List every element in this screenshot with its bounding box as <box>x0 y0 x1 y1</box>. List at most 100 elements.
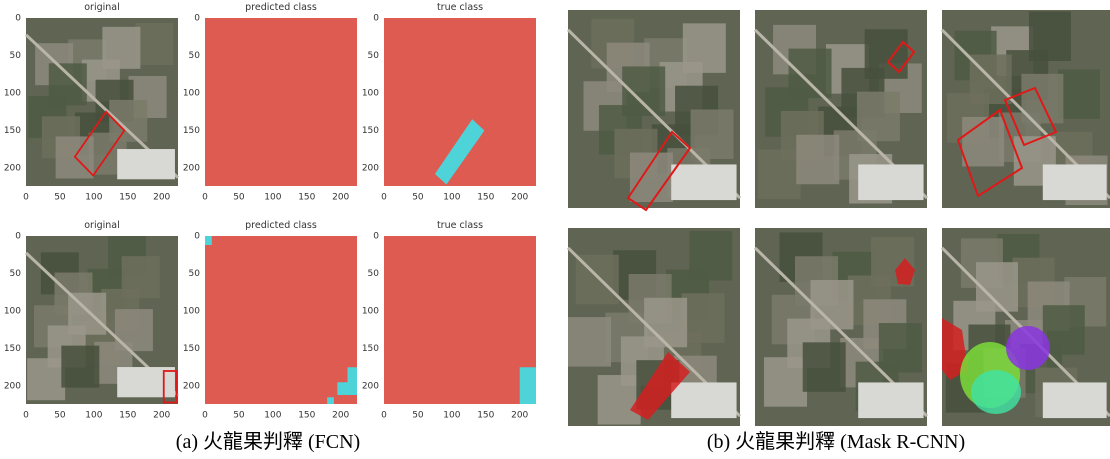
x-tick-label: 200 <box>332 193 349 203</box>
x-tick-label: 50 <box>233 193 245 203</box>
y-tick-label: 50 <box>10 51 22 61</box>
field <box>568 317 611 367</box>
x-tick-label: 100 <box>443 411 460 421</box>
buildings <box>1043 382 1107 418</box>
y-tick-label: 200 <box>4 164 21 174</box>
x-tick-label: 50 <box>54 193 66 203</box>
buildings <box>858 164 923 200</box>
class-region <box>337 382 357 395</box>
y-tick-label: 150 <box>362 126 379 136</box>
class-map <box>205 18 357 186</box>
buildings <box>858 382 923 418</box>
field <box>962 117 1004 167</box>
x-tick-label: 150 <box>298 193 315 203</box>
y-tick-label: 100 <box>362 307 379 317</box>
aerial-image <box>568 10 740 208</box>
x-tick-label: 150 <box>477 193 494 203</box>
class-region <box>327 397 334 404</box>
x-tick-label: 100 <box>443 193 460 203</box>
x-tick-label: 200 <box>511 193 528 203</box>
y-tick-label: 200 <box>362 382 379 392</box>
x-tick-label: 100 <box>264 411 281 421</box>
x-tick-label: 0 <box>381 411 387 421</box>
buildings <box>117 149 175 179</box>
buildings <box>1043 164 1107 200</box>
y-tick-label: 100 <box>183 89 200 99</box>
y-tick-label: 50 <box>189 269 201 279</box>
field <box>796 135 839 185</box>
y-tick-label: 150 <box>4 344 21 354</box>
x-tick-label: 50 <box>233 411 245 421</box>
field <box>102 27 140 69</box>
x-tick-label: 50 <box>412 193 424 203</box>
field <box>1058 69 1100 119</box>
y-tick-label: 150 <box>183 344 200 354</box>
x-tick-label: 0 <box>202 193 208 203</box>
field <box>122 256 160 298</box>
y-tick-label: 100 <box>4 307 21 317</box>
y-tick-label: 50 <box>189 51 201 61</box>
x-tick-label: 200 <box>153 411 170 421</box>
field <box>644 298 687 348</box>
panel-title: original <box>84 2 120 13</box>
x-tick-label: 50 <box>412 411 424 421</box>
x-tick-label: 0 <box>202 411 208 421</box>
caption-a: (a) 火龍果判釋 (FCN) <box>176 430 360 453</box>
y-tick-label: 0 <box>15 232 21 242</box>
panel-title: original <box>84 220 120 231</box>
buildings <box>671 164 736 200</box>
field <box>115 309 153 351</box>
x-tick-label: 200 <box>332 411 349 421</box>
y-tick-label: 50 <box>10 269 22 279</box>
x-tick-label: 100 <box>85 411 102 421</box>
y-tick-label: 0 <box>194 232 200 242</box>
panel-title: predicted class <box>245 220 317 231</box>
class-map <box>205 236 357 404</box>
x-tick-label: 200 <box>511 411 528 421</box>
field <box>689 231 732 281</box>
y-tick-label: 0 <box>373 232 379 242</box>
y-tick-label: 0 <box>15 14 21 24</box>
x-tick-label: 0 <box>23 411 29 421</box>
class-region <box>205 236 212 245</box>
y-tick-label: 0 <box>373 14 379 24</box>
x-tick-label: 150 <box>477 411 494 421</box>
mask <box>971 370 1021 414</box>
panel-title: predicted class <box>245 2 317 13</box>
x-tick-label: 50 <box>54 411 66 421</box>
aerial-image <box>755 228 927 426</box>
x-tick-label: 150 <box>298 411 315 421</box>
field <box>691 109 734 158</box>
field <box>1029 11 1071 61</box>
field <box>682 293 725 343</box>
x-tick-label: 0 <box>23 193 29 203</box>
field <box>879 323 922 373</box>
y-tick-label: 200 <box>362 164 379 174</box>
aerial-image <box>755 10 927 208</box>
field <box>630 153 673 203</box>
field <box>61 346 99 388</box>
panel-title: true class <box>437 220 483 231</box>
figure: (a) 火龍果判釋 (FCN) (b) 火龍果判釋 (Mask R-CNN) o… <box>0 0 1110 459</box>
aerial-image <box>26 236 178 404</box>
y-tick-label: 150 <box>4 126 21 136</box>
field <box>789 49 832 99</box>
y-tick-label: 100 <box>183 307 200 317</box>
x-tick-label: 100 <box>85 193 102 203</box>
caption-b: (b) 火龍果判釋 (Mask R-CNN) <box>707 430 965 453</box>
x-tick-label: 200 <box>153 193 170 203</box>
class-region <box>520 367 536 404</box>
field <box>135 23 173 65</box>
panel-title: true class <box>437 2 483 13</box>
y-tick-label: 100 <box>4 89 21 99</box>
x-tick-label: 150 <box>119 411 136 421</box>
y-tick-label: 200 <box>183 164 200 174</box>
field <box>683 23 726 73</box>
aerial-image <box>26 18 178 186</box>
y-tick-label: 200 <box>183 382 200 392</box>
field <box>49 63 87 105</box>
buildings <box>671 382 736 418</box>
field <box>803 342 846 392</box>
x-tick-label: 100 <box>264 193 281 203</box>
x-tick-label: 0 <box>381 193 387 203</box>
